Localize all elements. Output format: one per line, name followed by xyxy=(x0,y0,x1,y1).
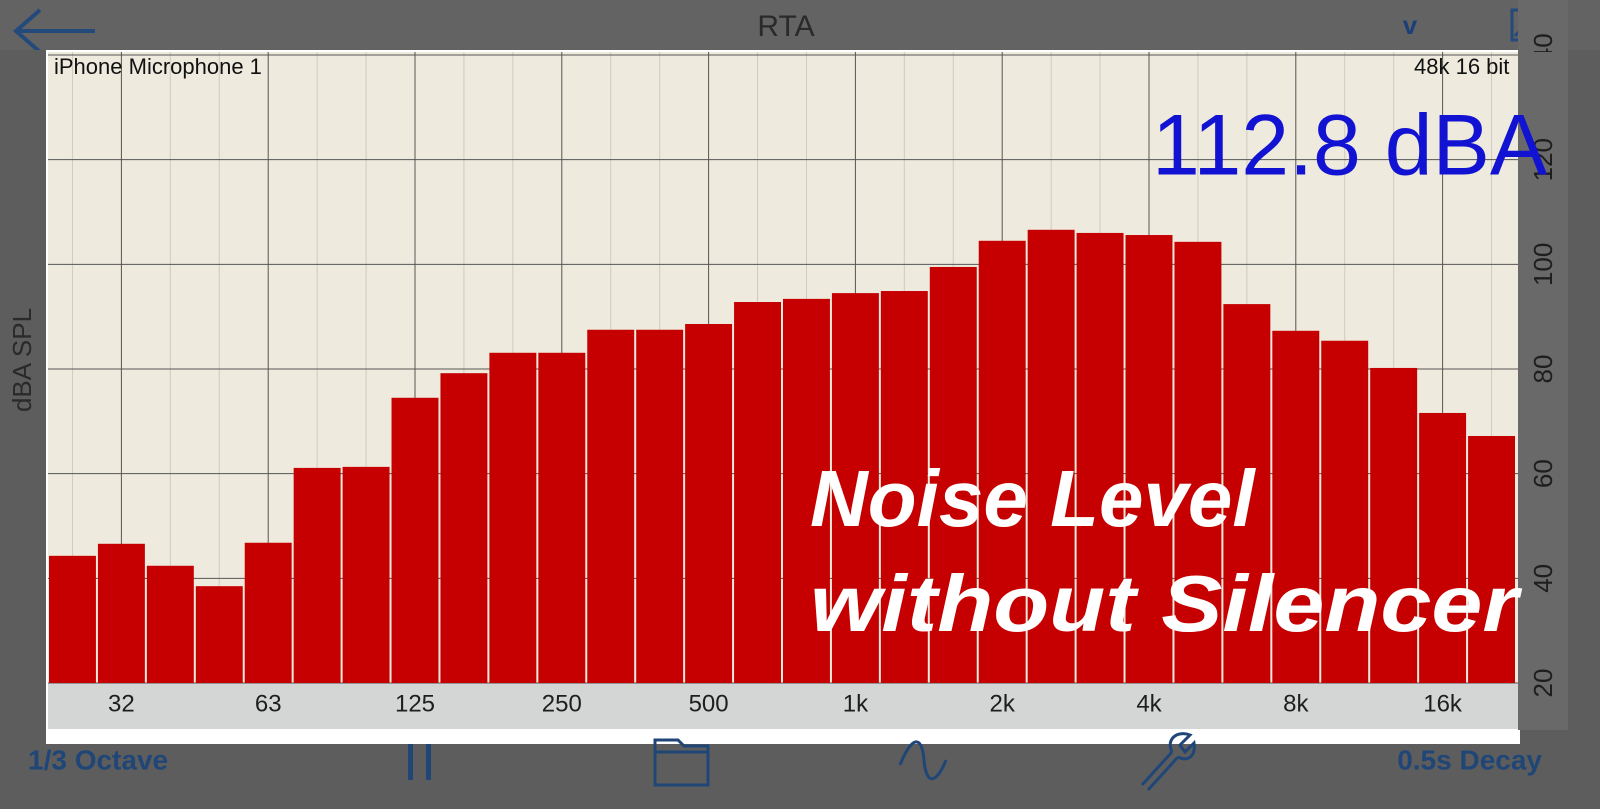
y-tick-label: 80 xyxy=(1528,355,1558,384)
bar xyxy=(1223,304,1271,683)
decay-button[interactable]: 0.5s Decay xyxy=(1397,744,1542,775)
settings-button[interactable] xyxy=(1140,732,1196,792)
format-label: 48k 16 bit xyxy=(1414,54,1509,79)
bar xyxy=(538,352,586,683)
y-axis: 20406080100120140 xyxy=(1528,33,1558,697)
files-button[interactable] xyxy=(653,738,710,787)
bar xyxy=(244,542,292,683)
y-tick-label: 60 xyxy=(1528,459,1558,488)
x-tick-label: 500 xyxy=(689,690,729,717)
x-tick-label: 250 xyxy=(542,690,582,717)
bar xyxy=(391,397,439,683)
x-tick-label: 4k xyxy=(1136,690,1162,717)
wrench-icon xyxy=(1140,732,1196,792)
annotation: without Silencer xyxy=(810,559,1522,648)
bar xyxy=(1174,241,1222,683)
y-tick-label: 100 xyxy=(1528,243,1558,286)
x-tick-label: 63 xyxy=(255,690,282,717)
wave-icon xyxy=(898,740,948,781)
bar xyxy=(146,565,194,683)
bar xyxy=(929,266,977,683)
bar xyxy=(1321,340,1369,683)
bar xyxy=(489,352,537,683)
pause-icon xyxy=(408,744,413,780)
bar xyxy=(440,373,488,683)
bar xyxy=(1370,367,1418,683)
y-tick-label: 40 xyxy=(1528,564,1558,593)
x-tick-label: 8k xyxy=(1283,690,1309,717)
bar xyxy=(49,555,96,683)
category-strip xyxy=(48,683,1518,729)
bar xyxy=(1076,232,1124,683)
bar xyxy=(734,302,781,683)
toolbar xyxy=(0,744,1600,809)
octave-button[interactable]: 1/3 Octave xyxy=(28,744,168,775)
header-title: RTA xyxy=(757,10,814,43)
bar xyxy=(1027,229,1075,683)
header-bar xyxy=(0,0,1600,50)
x-tick-label: 16k xyxy=(1423,690,1463,717)
back-button[interactable] xyxy=(12,8,95,54)
input-label: iPhone Microphone 1 xyxy=(54,54,262,79)
pause-icon xyxy=(426,744,431,780)
category-labels: 32 63 125 250 500 1k 2k 4k 8k 16k xyxy=(108,690,1463,717)
bar xyxy=(978,240,1026,684)
bar xyxy=(685,323,733,683)
bar xyxy=(195,586,243,683)
bar xyxy=(636,329,684,683)
bar xyxy=(342,466,390,683)
bar xyxy=(783,298,830,683)
bar xyxy=(1468,435,1515,683)
wave-button[interactable] xyxy=(898,740,948,781)
x-tick-label: 32 xyxy=(108,690,135,717)
bars xyxy=(49,229,1515,684)
x-tick-label: 2k xyxy=(990,690,1016,717)
folder-icon xyxy=(653,738,710,787)
back-arrow xyxy=(12,8,95,54)
bar xyxy=(1125,235,1173,683)
bar xyxy=(1419,412,1467,683)
bar xyxy=(293,467,341,683)
left-strip xyxy=(0,50,46,730)
menu-button[interactable]: v xyxy=(1403,10,1418,40)
y-axis-strip-cover xyxy=(1518,52,1568,92)
y-axis-strip xyxy=(1518,0,1568,730)
annotation: Noise Level xyxy=(810,454,1256,543)
bar xyxy=(587,329,635,683)
y-tick-label: 20 xyxy=(1528,669,1558,698)
bar xyxy=(97,543,145,683)
x-tick-label: 125 xyxy=(395,690,435,717)
y-tick-label: 120 xyxy=(1528,138,1558,181)
pause-button[interactable] xyxy=(408,744,431,780)
level-reading: 112.8 dBA xyxy=(1152,98,1548,194)
bar xyxy=(1272,330,1320,683)
bar xyxy=(831,293,879,683)
x-tick-label: 1k xyxy=(843,690,869,717)
y-axis-label: dBA SPL xyxy=(7,308,37,412)
bar xyxy=(880,291,928,683)
